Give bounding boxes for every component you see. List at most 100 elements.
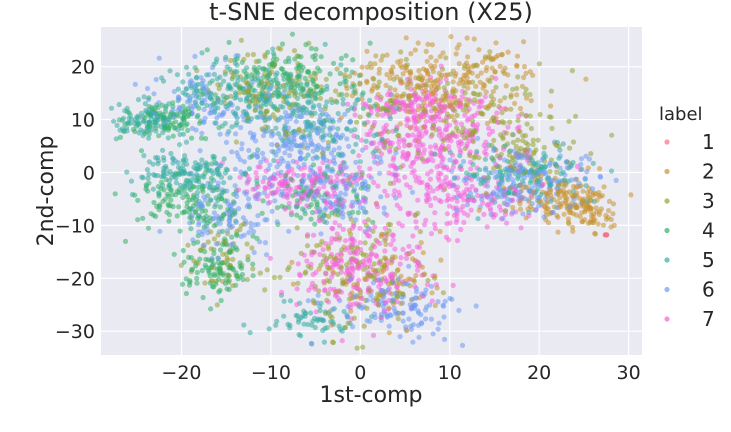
scatter-point-label-6 — [250, 134, 257, 140]
scatter-point-label-3 — [393, 146, 399, 152]
scatter-point-label-7 — [391, 154, 397, 160]
scatter-point-label-3 — [567, 145, 573, 151]
scatter-point-label-4 — [337, 197, 343, 203]
scatter-point-label-3 — [371, 76, 377, 82]
scatter-point-label-3 — [440, 138, 446, 144]
scatter-point-label-6 — [224, 131, 230, 137]
scatter-point-label-2 — [289, 259, 295, 265]
scatter-point-label-5 — [160, 147, 166, 153]
scatter-point-label-7 — [494, 110, 500, 116]
scatter-point-label-7 — [334, 173, 340, 179]
scatter-point-label-6 — [500, 216, 506, 222]
scatter-point-label-4 — [112, 191, 118, 197]
scatter-point-label-4 — [261, 66, 267, 72]
scatter-point-label-6 — [291, 136, 297, 142]
scatter-point-label-5 — [124, 169, 130, 175]
scatter-point-label-7 — [409, 102, 415, 109]
scatter-point-label-5 — [349, 105, 355, 111]
scatter-point-label-5 — [183, 139, 190, 145]
scatter-point-label-6 — [334, 181, 340, 187]
scatter-point-label-5 — [199, 173, 206, 179]
scatter-point-label-3 — [230, 283, 236, 289]
scatter-point-label-5 — [244, 95, 250, 101]
scatter-point-label-3 — [528, 125, 535, 132]
scatter-point-label-5 — [180, 79, 186, 85]
x-tick-label: 20 — [527, 362, 551, 384]
scatter-point-label-4 — [228, 264, 234, 270]
scatter-point-label-7 — [257, 164, 263, 170]
scatter-point-label-5 — [156, 190, 162, 196]
scatter-point-label-7 — [357, 225, 363, 232]
scatter-point-label-4 — [240, 276, 246, 283]
scatter-point-label-5 — [324, 86, 330, 92]
chart-title: t-SNE decomposition (X25) — [209, 0, 533, 26]
scatter-point-label-4 — [170, 133, 176, 139]
scatter-point-label-3 — [450, 90, 456, 96]
scatter-point-label-5 — [337, 326, 343, 332]
scatter-point-label-3 — [510, 139, 516, 145]
scatter-point-label-4 — [327, 71, 333, 77]
scatter-point-label-6 — [406, 263, 412, 269]
scatter-point-label-2 — [415, 40, 421, 46]
scatter-point-label-6 — [187, 79, 193, 86]
scatter-point-label-2 — [376, 66, 383, 72]
scatter-point-label-6 — [513, 151, 519, 158]
scatter-point-label-7 — [418, 142, 424, 148]
scatter-point-label-3 — [318, 262, 324, 268]
scatter-point-label-2 — [408, 51, 414, 57]
scatter-point-label-7 — [417, 180, 423, 186]
scatter-point-label-5 — [477, 167, 483, 173]
scatter-point-label-7 — [322, 287, 328, 293]
scatter-point-label-3 — [443, 118, 449, 124]
scatter-point-label-6 — [364, 318, 370, 324]
scatter-point-label-5 — [528, 178, 534, 184]
scatter-point-label-2 — [397, 121, 403, 127]
scatter-point-label-4 — [302, 75, 308, 81]
scatter-point-label-2 — [465, 69, 471, 75]
scatter-point-label-3 — [499, 110, 505, 116]
scatter-point-label-3 — [382, 237, 388, 243]
scatter-point-label-5 — [478, 181, 484, 187]
scatter-point-label-7 — [335, 295, 341, 301]
scatter-point-label-2 — [400, 71, 406, 77]
scatter-point-label-5 — [141, 94, 147, 100]
scatter-point-label-2 — [364, 79, 370, 85]
scatter-point-label-5 — [263, 98, 270, 104]
scatter-point-label-6 — [224, 228, 231, 234]
scatter-point-label-7 — [446, 93, 452, 99]
scatter-point-label-5 — [150, 186, 156, 192]
scatter-point-label-6 — [320, 155, 326, 161]
scatter-point-label-4 — [211, 250, 217, 257]
scatter-point-label-7 — [423, 130, 429, 136]
scatter-point-label-2 — [527, 204, 533, 210]
scatter-point-label-7 — [317, 217, 323, 223]
scatter-point-label-3 — [478, 110, 484, 116]
scatter-point-label-2 — [555, 229, 561, 235]
scatter-point-label-6 — [241, 159, 247, 165]
scatter-point-label-6 — [237, 157, 243, 163]
scatter-point-label-7 — [304, 258, 310, 264]
scatter-point-label-4 — [221, 188, 227, 194]
scatter-point-label-6 — [215, 180, 221, 186]
scatter-point-label-2 — [311, 299, 317, 306]
scatter-point-label-3 — [440, 290, 446, 296]
scatter-point-label-7 — [353, 257, 359, 263]
scatter-point-label-4 — [169, 192, 175, 198]
scatter-point-label-7 — [350, 241, 356, 247]
scatter-point-label-7 — [311, 232, 317, 238]
scatter-point-label-3 — [312, 75, 318, 82]
scatter-point-label-4 — [216, 193, 223, 199]
scatter-point-label-6 — [567, 204, 573, 210]
scatter-point-label-7 — [505, 124, 511, 130]
scatter-point-label-6 — [238, 169, 244, 175]
scatter-point-label-5 — [338, 62, 344, 68]
scatter-point-label-3 — [367, 288, 373, 294]
scatter-point-label-6 — [176, 96, 182, 102]
scatter-point-label-7 — [372, 224, 378, 230]
scatter-point-label-6 — [330, 306, 336, 312]
scatter-point-label-2 — [342, 72, 348, 78]
scatter-point-label-7 — [468, 177, 474, 183]
scatter-point-label-5 — [227, 175, 233, 181]
scatter-point-label-7 — [412, 283, 418, 289]
scatter-point-label-5 — [165, 135, 171, 141]
